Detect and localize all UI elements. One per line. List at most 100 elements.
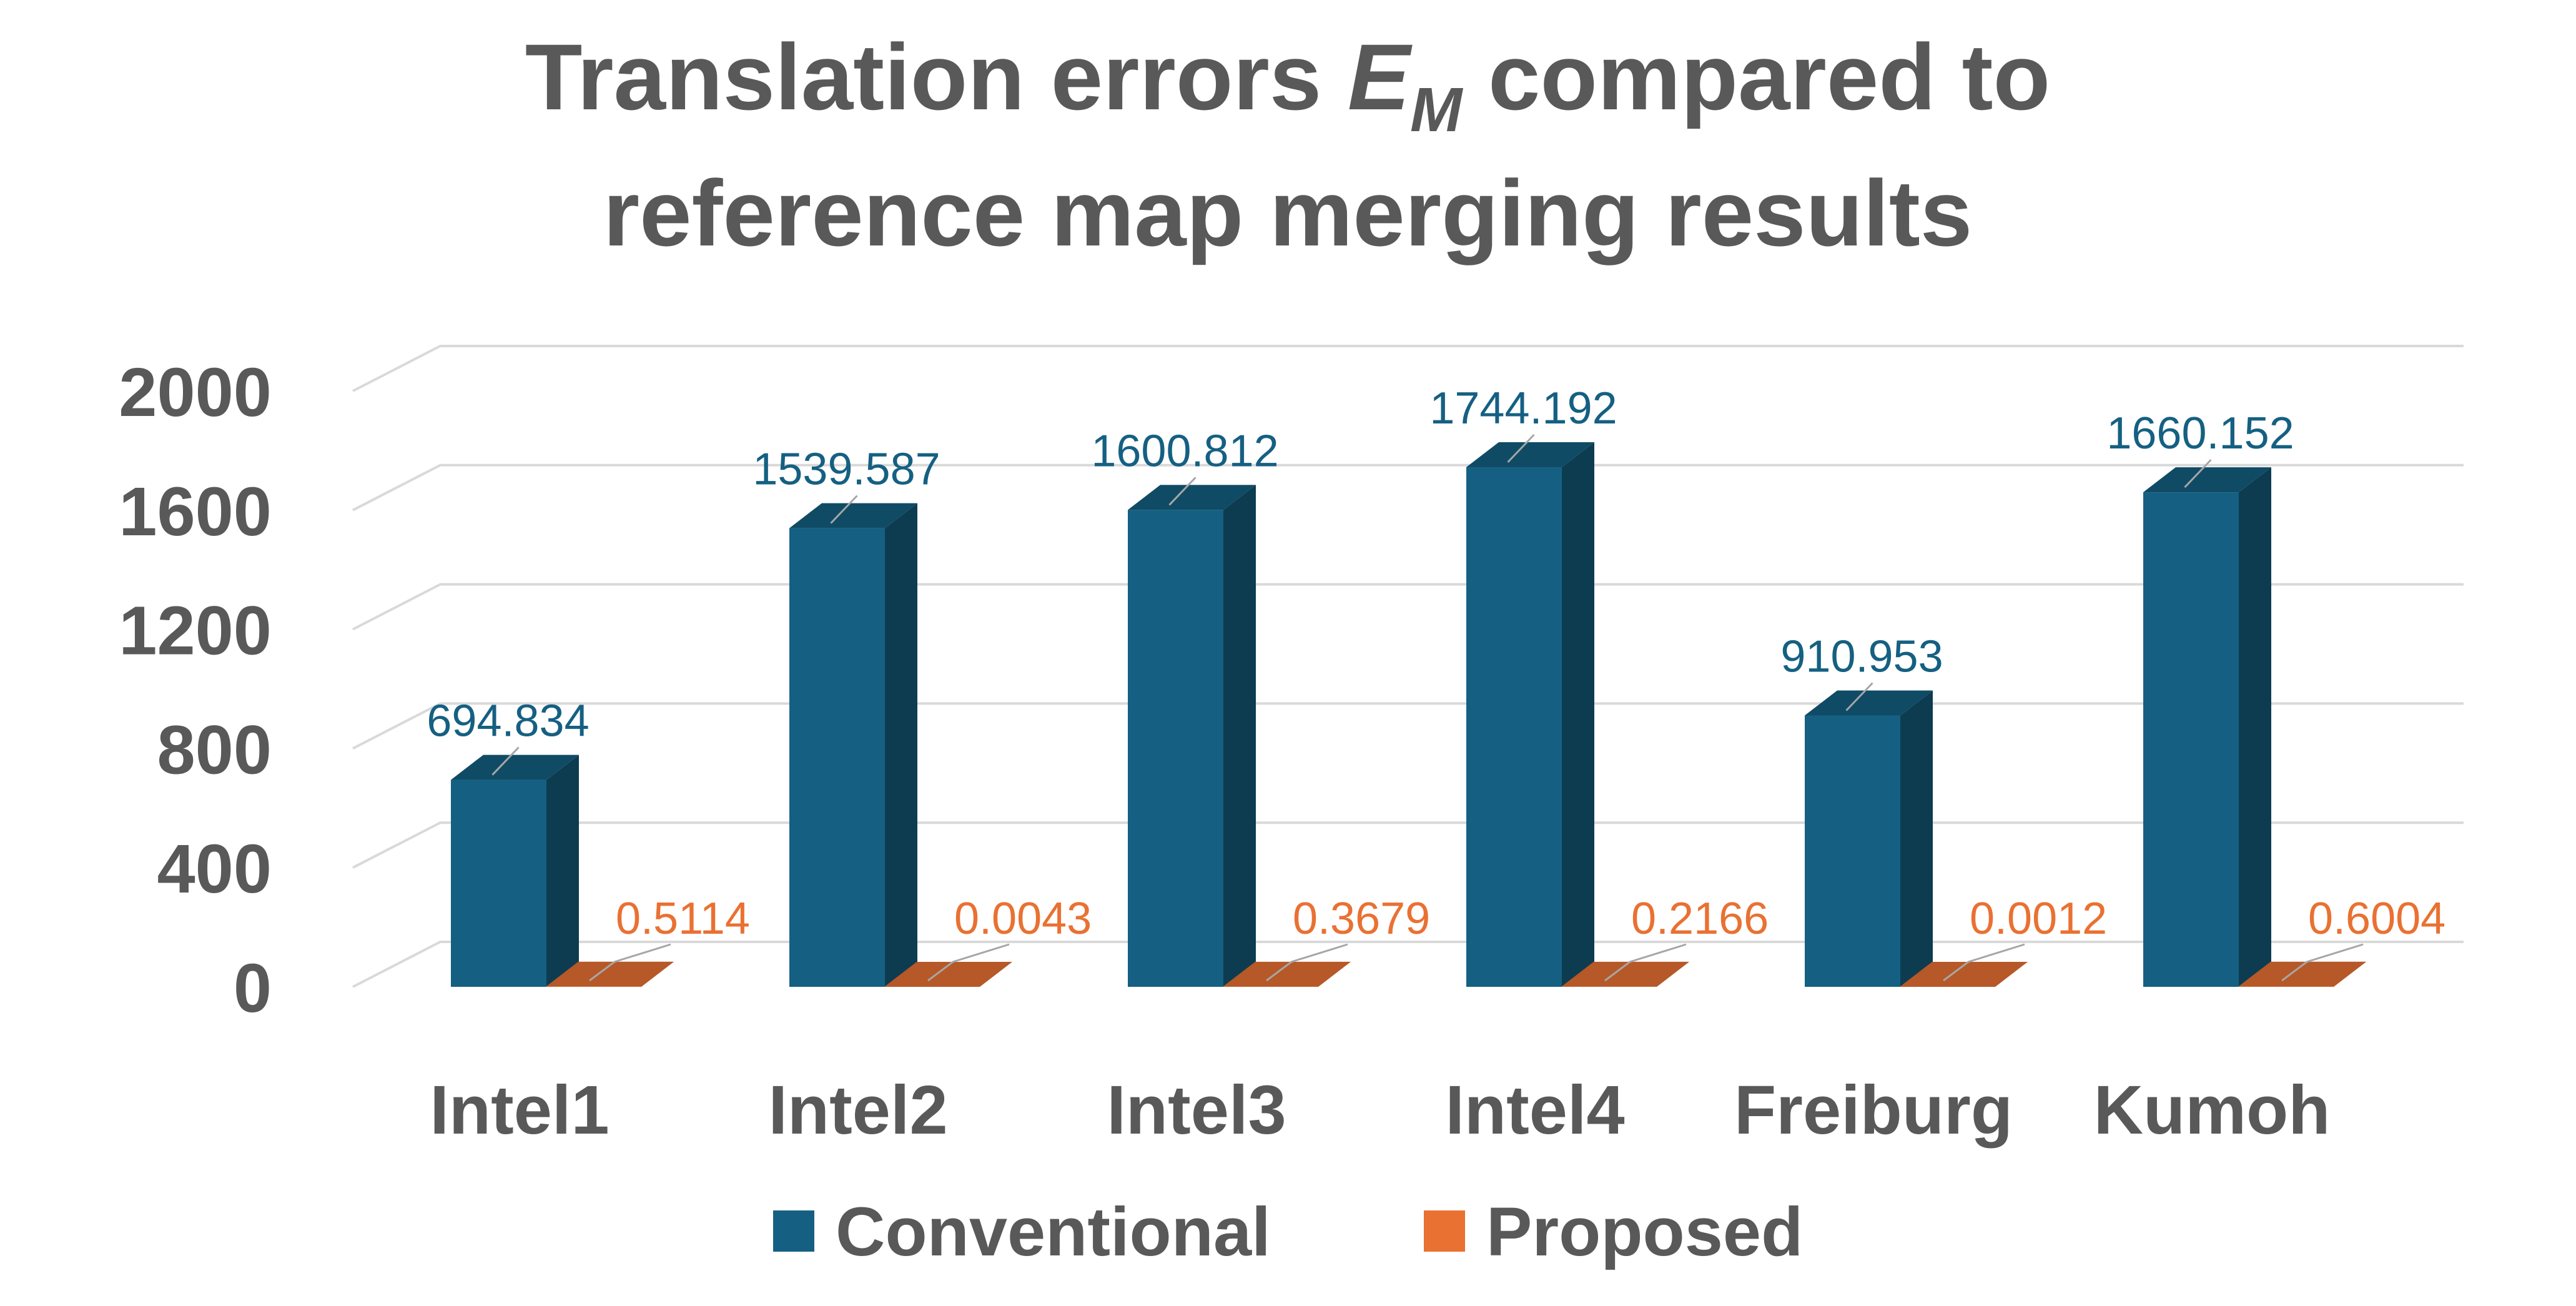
bar-proposed-freiburg-side <box>1995 961 2028 987</box>
leader-conventional-intel3 <box>1168 477 1197 506</box>
bar-proposed-intel1-side <box>641 961 674 987</box>
bar-proposed-intel4 <box>1561 961 1689 987</box>
bar-proposed-kumoh-top <box>2238 961 2366 987</box>
bar-proposed-intel3 <box>1223 961 1351 987</box>
bar-conventional-intel2-side <box>885 503 917 987</box>
bar-conventional-kumoh-side <box>2239 467 2271 987</box>
bar-conventional-kumoh-front <box>2143 492 2239 987</box>
bar-proposed-kumoh-side <box>2334 961 2366 987</box>
bar-proposed-intel3-side <box>1318 961 1351 987</box>
chart-title-prefix: Translation errors <box>525 24 1348 129</box>
bar-conventional-freiburg <box>1805 690 1933 987</box>
category-label-intel2: Intel2 <box>768 1072 947 1149</box>
leader-conventional-intel2 <box>830 495 858 524</box>
bar-proposed-intel4-side <box>1657 961 1689 987</box>
legend: Conventional Proposed <box>773 1194 1803 1270</box>
data-label-conventional-intel2: 1539.587 <box>753 445 940 495</box>
gridline-4 <box>352 463 2464 512</box>
leader-conventional-kumoh <box>2184 459 2212 488</box>
data-label-proposed-intel1: 0.5114 <box>616 894 750 944</box>
bar-conventional-intel2 <box>789 503 917 987</box>
data-label-conventional-freiburg: 910.953 <box>1780 631 1943 681</box>
leader-proposed-intel3 <box>1266 943 1348 982</box>
y-tick-label-400: 400 <box>157 831 272 908</box>
y-tick-label-800: 800 <box>157 711 272 788</box>
chart-title-line1: Translation errors EM compared to <box>525 24 2050 145</box>
bar-conventional-freiburg-top <box>1805 690 1933 716</box>
bar-conventional-freiburg-front <box>1805 715 1900 987</box>
data-label-conventional-intel3: 1600.812 <box>1091 426 1278 476</box>
bar-conventional-intel3-top <box>1128 485 1256 510</box>
category-label-freiburg: Freiburg <box>1734 1072 2013 1149</box>
data-label-proposed-intel3: 0.3679 <box>1293 894 1430 944</box>
bar-conventional-intel4-top <box>1466 442 1594 468</box>
bar-conventional-intel2-front <box>789 528 885 987</box>
gridline-2 <box>352 702 2464 750</box>
bar-conventional-intel1 <box>451 754 579 987</box>
leader-conventional-freiburg <box>1845 682 1873 711</box>
bar-conventional-intel4 <box>1466 442 1594 987</box>
data-label-conventional-intel1: 694.834 <box>427 696 589 746</box>
bar-proposed-intel2 <box>884 961 1012 987</box>
bar-conventional-freiburg-side <box>1900 690 1933 987</box>
category-label-kumoh: Kumoh <box>2094 1072 2331 1149</box>
bars <box>451 442 2366 987</box>
bar-proposed-intel2-top <box>884 961 1012 987</box>
data-label-proposed-kumoh: 0.6004 <box>2308 894 2445 944</box>
bar-conventional-kumoh <box>2143 467 2271 987</box>
bar-proposed-freiburg <box>1900 961 2028 987</box>
chart-title-symbol: E <box>1348 24 1413 129</box>
chart-title: Translation errors EM compared to refere… <box>525 24 2050 265</box>
bar-proposed-intel1-top <box>546 961 674 987</box>
bar-conventional-intel4-side <box>1562 442 1594 987</box>
bar-conventional-kumoh-top <box>2143 467 2271 493</box>
legend-swatch-proposed <box>1424 1210 1465 1252</box>
bar-conventional-intel3-front <box>1128 510 1223 987</box>
bar-conventional-intel3-side <box>1223 485 1256 987</box>
legend-swatch-conventional <box>773 1210 814 1252</box>
category-labels: Intel1 Intel2 Intel3 Intel4 Freiburg Kumoh <box>430 1072 2330 1149</box>
bar-proposed-kumoh <box>2238 961 2366 987</box>
gridline-1 <box>352 821 2464 869</box>
gridline-0 <box>352 941 2464 988</box>
data-labels: 694.834 0.5114 1539.587 0.0043 1600.812 0.367… <box>427 383 2445 982</box>
y-axis-tick-labels: 0 400 800 1200 1600 2000 <box>119 354 272 1027</box>
legend-label-proposed: Proposed <box>1486 1194 1803 1270</box>
bar-proposed-intel1 <box>546 961 674 987</box>
bar-conventional-intel1-top <box>451 754 579 780</box>
leader-proposed-freiburg <box>1943 943 2025 982</box>
bar-conventional-intel2-top <box>789 503 917 528</box>
y-tick-label-2000: 2000 <box>119 354 272 431</box>
data-label-conventional-intel4: 1744.192 <box>1429 383 1617 433</box>
y-tick-label-1200: 1200 <box>119 593 272 670</box>
gridlines <box>352 345 2464 988</box>
chart-title-suffix: compared to <box>1462 24 2050 129</box>
y-tick-label-1600: 1600 <box>119 473 272 550</box>
bar-conventional-intel1-front <box>451 779 546 987</box>
bar-proposed-freiburg-top <box>1900 961 2028 987</box>
chart-title-subscript: M <box>1410 75 1464 145</box>
leader-proposed-intel1 <box>589 943 671 982</box>
category-label-intel3: Intel3 <box>1107 1072 1286 1149</box>
bar-proposed-intel4-top <box>1561 961 1689 987</box>
data-label-proposed-intel4: 0.2166 <box>1631 894 1769 944</box>
bar-conventional-intel3 <box>1128 485 1256 987</box>
chart-title-line2: reference map merging results <box>603 161 1973 265</box>
bar-conventional-intel1-side <box>546 754 579 987</box>
leader-proposed-intel2 <box>927 943 1010 982</box>
gridline-5 <box>352 345 2464 392</box>
category-label-intel4: Intel4 <box>1445 1072 1624 1149</box>
leader-proposed-intel4 <box>1604 943 1687 982</box>
leader-conventional-intel4 <box>1507 433 1535 463</box>
bar-proposed-intel3-top <box>1223 961 1351 987</box>
bar-conventional-intel4-front <box>1466 467 1562 987</box>
category-label-intel1: Intel1 <box>430 1072 609 1149</box>
leader-conventional-intel1 <box>491 746 520 776</box>
legend-label-conventional: Conventional <box>836 1194 1271 1270</box>
data-label-conventional-kumoh: 1660.152 <box>2106 408 2294 458</box>
data-label-proposed-freiburg: 0.0012 <box>1970 894 2107 944</box>
bar-proposed-intel2-side <box>980 961 1012 987</box>
y-tick-label-0: 0 <box>234 950 272 1027</box>
